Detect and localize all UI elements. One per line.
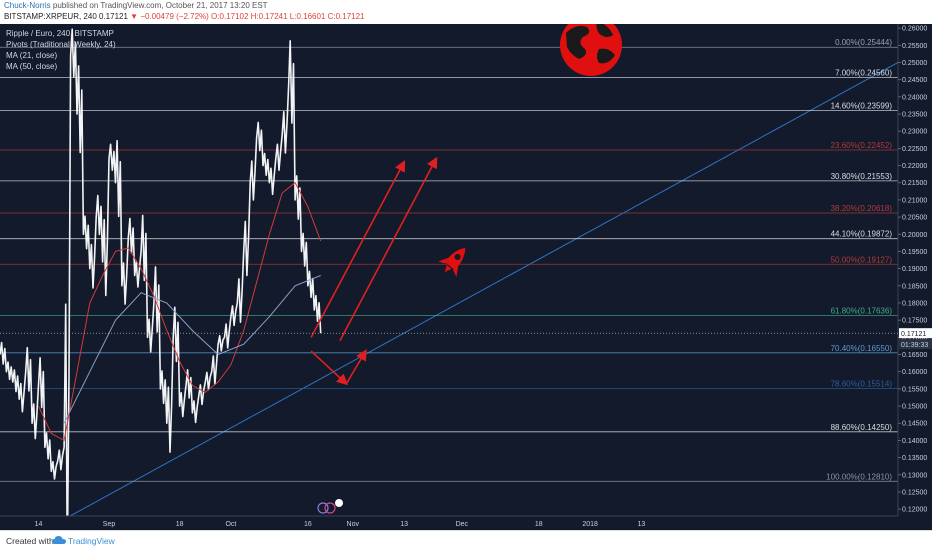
fib-level-label: 44.10%(0.19872): [831, 230, 893, 239]
fib-level-label: 100.00%(0.12810): [826, 472, 892, 481]
fib-level-label: 88.60%(0.14250): [831, 423, 893, 432]
price-tick-label: 0.13500: [902, 455, 927, 462]
time-tick-label: 18: [535, 521, 543, 528]
price-change: −0.00479 (−2.72%): [140, 12, 209, 21]
price-tick-label: 0.16500: [902, 352, 927, 359]
current-price-label: 0.17121: [901, 331, 926, 338]
current-price-badge: [899, 328, 932, 339]
price-tick-label: 0.24000: [902, 94, 927, 101]
projection-arrow[interactable]: [339, 156, 438, 342]
price-tick-label: 0.12500: [902, 489, 927, 496]
price-tick-label: 0.20000: [902, 232, 927, 239]
price-tick-label: 0.18000: [902, 300, 927, 307]
footer: Created with TradingView: [0, 530, 932, 551]
price-tick-label: 0.22000: [902, 163, 927, 170]
trend-line[interactable]: [51, 62, 899, 527]
time-tick-label: 18: [176, 521, 184, 528]
published-text: published on TradingView.com, October 21…: [52, 1, 268, 10]
price-tick-label: 0.14500: [902, 421, 927, 428]
fib-level-label: 61.80%(0.17636): [831, 306, 893, 315]
price-series-line[interactable]: [0, 28, 322, 530]
price-tick-label: 0.24500: [902, 77, 927, 84]
time-axis-panel: [0, 516, 932, 530]
time-tick-label: Sep: [103, 521, 116, 528]
last-price: 0.17121: [99, 12, 128, 21]
countdown-label: 01:39:33: [901, 342, 928, 349]
legend-title: Ripple / Euro, 240, BITSTAMP: [6, 29, 114, 38]
price-tick-label: 0.21500: [902, 180, 927, 187]
legend-ma50: MA (50, close): [6, 62, 58, 71]
time-tick-label: Nov: [347, 521, 360, 528]
price-tick-label: 0.20500: [902, 215, 927, 222]
author-link[interactable]: Chuck-Norris: [4, 1, 51, 10]
price-tick-label: 0.25000: [902, 60, 927, 67]
publish-line: Chuck-Norris published on TradingView.co…: [4, 1, 268, 10]
ohlc-values: O:0.17102 H:0.17241 L:0.16601 C:0.17121: [211, 12, 365, 21]
price-tick-label: 0.15000: [902, 404, 927, 411]
price-tick-label: 0.22500: [902, 146, 927, 153]
fib-level-label: 70.40%(0.16550): [831, 344, 893, 353]
rocket-icon: [438, 247, 466, 277]
event-badge-icon[interactable]: [324, 502, 336, 514]
chart-header: Chuck-Norris published on TradingView.co…: [0, 0, 932, 24]
legend-ma21: MA (21, close): [6, 51, 58, 60]
created-with-label: Created with: [6, 536, 54, 546]
projection-arrow[interactable]: [310, 160, 406, 338]
fib-level-label: 50.00%(0.19127): [831, 255, 893, 264]
tradingview-brand[interactable]: TradingView: [68, 536, 115, 546]
price-tick-label: 0.18500: [902, 283, 927, 290]
fib-level-label: 78.60%(0.15514): [831, 379, 893, 388]
time-tick-label: Dec: [456, 521, 469, 528]
price-tick-label: 0.19000: [902, 266, 927, 273]
projection-arrow[interactable]: [310, 350, 349, 386]
fib-level-label: 23.60%(0.22452): [831, 141, 893, 150]
time-tick-label: 13: [400, 521, 408, 528]
fib-level-label: 38.20%(0.20618): [831, 204, 893, 213]
price-tick-label: 0.26000: [902, 26, 927, 33]
time-tick-label: Oct: [225, 521, 236, 528]
price-tick-label: 0.12000: [902, 507, 927, 514]
chart-area[interactable]: 0.00%(0.25444) 7.00%(0.24560) 14.60%(0.235…: [0, 24, 932, 530]
price-tick-label: 0.15500: [902, 386, 927, 393]
legend-pivots: Pivots (Traditional, Weekly, 24): [6, 40, 116, 49]
price-tick-label: 0.17500: [902, 318, 927, 325]
symbol-line: BITSTAMP:XRPEUR, 240 0.17121 ▼ −0.00479 …: [4, 12, 365, 21]
price-tick-label: 0.25500: [902, 43, 927, 50]
fib-level-label: 14.60%(0.23599): [831, 102, 893, 111]
time-tick-label: 16: [304, 521, 312, 528]
price-tick-label: 0.14000: [902, 438, 927, 445]
price-tick-label: 0.13000: [902, 472, 927, 479]
event-badge-icon[interactable]: [335, 499, 343, 507]
price-tick-label: 0.23500: [902, 112, 927, 119]
fib-level-label: 0.00%(0.25444): [835, 38, 892, 47]
countdown-badge: [899, 339, 932, 350]
price-axis-panel: [898, 24, 932, 530]
symbol-label: BITSTAMP:XRPEUR, 240: [4, 12, 97, 21]
time-tick-label: 13: [638, 521, 646, 528]
globe-icon: [560, 24, 622, 76]
ma21-line[interactable]: [38, 181, 322, 442]
event-badge-icon[interactable]: [317, 502, 329, 514]
price-tick-label: 0.21000: [902, 197, 927, 204]
ma50-line[interactable]: [63, 275, 321, 424]
fib-level-label: 30.80%(0.21553): [831, 172, 893, 181]
price-tick-label: 0.16000: [902, 369, 927, 376]
fib-level-label: 7.00%(0.24560): [835, 69, 892, 78]
time-tick-label: 14: [35, 521, 43, 528]
time-tick-label: 2018: [582, 521, 598, 528]
price-tick-label: 0.19500: [902, 249, 927, 256]
price-tick-label: 0.17000: [902, 335, 927, 342]
price-tick-label: 0.23000: [902, 129, 927, 136]
down-triangle-icon: ▼: [130, 12, 139, 21]
chart-canvas[interactable]: 0.00%(0.25444) 7.00%(0.24560) 14.60%(0.235…: [0, 24, 932, 530]
tradingview-cloud-icon: [52, 536, 66, 544]
projection-arrow[interactable]: [345, 349, 367, 385]
